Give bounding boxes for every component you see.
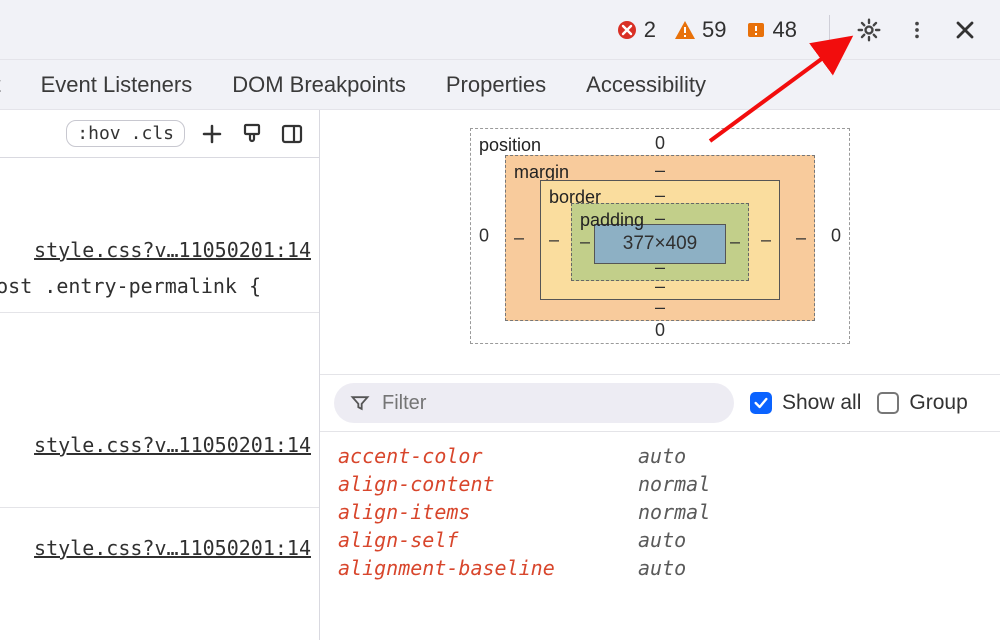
- bm-position-left[interactable]: 0: [479, 226, 489, 247]
- plus-icon: [200, 122, 224, 146]
- rule-selector: e;: [0, 457, 319, 493]
- status-warnings-count: 59: [702, 17, 726, 43]
- status-issues[interactable]: 48: [745, 17, 797, 43]
- bm-position[interactable]: position 0 0 0 0 margin – – – – border –…: [470, 128, 850, 344]
- status-group: 2 59 48: [616, 15, 980, 45]
- prop-name: alignment-baseline: [338, 554, 638, 582]
- checkbox-checked-icon: [750, 392, 772, 414]
- bm-margin-left[interactable]: –: [514, 228, 524, 249]
- tab-properties[interactable]: Properties: [446, 72, 546, 98]
- status-errors-count: 2: [644, 17, 656, 43]
- computed-property[interactable]: align-content normal: [338, 470, 992, 498]
- prop-value: auto: [638, 526, 686, 554]
- bm-position-bottom[interactable]: 0: [471, 320, 849, 341]
- prop-value: normal: [638, 470, 710, 498]
- computed-property[interactable]: align-items normal: [338, 498, 992, 526]
- hov-toggle[interactable]: :hov: [77, 123, 120, 144]
- bm-padding-left[interactable]: –: [580, 232, 590, 253]
- prop-value: normal: [638, 498, 710, 526]
- bm-padding[interactable]: padding – – – – 377×409: [571, 203, 749, 281]
- prop-name: accent-color: [338, 442, 638, 470]
- computed-property[interactable]: alignment-baseline auto: [338, 554, 992, 582]
- tab-accessibility[interactable]: Accessibility: [586, 72, 706, 98]
- gear-icon: [856, 17, 882, 43]
- main-split: :hov .cls style.css?v…1: [0, 110, 1000, 640]
- bm-padding-right[interactable]: –: [730, 232, 740, 253]
- issue-icon: [745, 19, 767, 41]
- bm-border[interactable]: border – – – – padding – – – – 377×409: [540, 180, 780, 300]
- prop-name: align-items: [338, 498, 638, 526]
- bm-margin-right[interactable]: –: [796, 228, 806, 249]
- rule-source-link[interactable]: style.css?v…11050201:14: [0, 433, 319, 457]
- styles-toolbar: :hov .cls: [0, 110, 319, 158]
- filter-icon: [350, 393, 370, 413]
- bm-position-right[interactable]: 0: [831, 226, 841, 247]
- status-issues-count: 48: [773, 17, 797, 43]
- group-label: Group: [909, 391, 967, 415]
- bm-margin[interactable]: margin – – – – border – – – – padding –: [505, 155, 815, 321]
- checkbox-unchecked-icon: [877, 392, 899, 414]
- prop-name: align-content: [338, 470, 638, 498]
- filter-input[interactable]: [382, 392, 718, 415]
- bm-border-left[interactable]: –: [549, 230, 559, 251]
- style-rule[interactable]: style.css?v…11050201:14: [0, 526, 319, 574]
- paint-brush-button[interactable]: [239, 121, 265, 147]
- close-devtools-button[interactable]: [950, 15, 980, 45]
- bm-position-top[interactable]: 0: [471, 133, 849, 154]
- style-rule[interactable]: style.css?v…11050201:14 e;: [0, 423, 319, 508]
- bm-border-right[interactable]: –: [761, 230, 771, 251]
- show-all-checkbox[interactable]: Show all: [750, 391, 861, 415]
- paint-brush-icon: [240, 122, 264, 146]
- computed-filter[interactable]: [334, 383, 734, 423]
- new-style-rule-button[interactable]: [199, 121, 225, 147]
- bm-padding-top[interactable]: –: [572, 208, 748, 229]
- rule-source-link[interactable]: style.css?v…11050201:14: [0, 238, 319, 262]
- close-icon: [953, 18, 977, 42]
- more-vertical-icon: [906, 19, 928, 41]
- tab-event-listeners[interactable]: Event Listeners: [41, 72, 193, 98]
- bm-padding-bottom[interactable]: –: [572, 257, 748, 278]
- status-errors[interactable]: 2: [616, 17, 656, 43]
- warning-icon: [674, 19, 696, 41]
- hov-cls-toggle[interactable]: :hov .cls: [66, 120, 185, 147]
- more-button[interactable]: [902, 15, 932, 45]
- computed-properties: accent-color auto align-content normal a…: [320, 432, 1000, 582]
- rule-selector: inpost .entry-permalink {: [0, 262, 319, 298]
- group-checkbox[interactable]: Group: [877, 391, 967, 415]
- separator: [829, 15, 830, 45]
- tab-dom-breakpoints[interactable]: DOM Breakpoints: [232, 72, 406, 98]
- computed-panel: position 0 0 0 0 margin – – – – border –…: [320, 110, 1000, 640]
- bm-margin-top[interactable]: –: [506, 160, 814, 181]
- error-icon: [616, 19, 638, 41]
- tab-layout[interactable]: out: [0, 72, 1, 98]
- computed-property[interactable]: align-self auto: [338, 526, 992, 554]
- show-all-label: Show all: [782, 391, 861, 415]
- style-rule[interactable]: style.css?v…11050201:14 inpost .entry-pe…: [0, 228, 319, 313]
- prop-value: auto: [638, 442, 686, 470]
- devtools-top-bar: 2 59 48: [0, 0, 1000, 60]
- panel-right-icon: [280, 122, 304, 146]
- rule-source-link[interactable]: style.css?v…11050201:14: [0, 536, 319, 560]
- styles-rules: style.css?v…11050201:14 inpost .entry-pe…: [0, 158, 319, 574]
- box-model: position 0 0 0 0 margin – – – – border –…: [320, 110, 1000, 374]
- computed-panel-toggle[interactable]: [279, 121, 305, 147]
- computed-property[interactable]: accent-color auto: [338, 442, 992, 470]
- elements-sub-tabs: out Event Listeners DOM Breakpoints Prop…: [0, 60, 1000, 110]
- status-warnings[interactable]: 59: [674, 17, 726, 43]
- styles-panel: :hov .cls style.css?v…1: [0, 110, 320, 640]
- settings-button[interactable]: [854, 15, 884, 45]
- computed-filter-row: Show all Group: [320, 374, 1000, 432]
- cls-toggle[interactable]: .cls: [131, 123, 174, 144]
- bm-margin-bottom[interactable]: –: [506, 297, 814, 318]
- prop-name: align-self: [338, 526, 638, 554]
- prop-value: auto: [638, 554, 686, 582]
